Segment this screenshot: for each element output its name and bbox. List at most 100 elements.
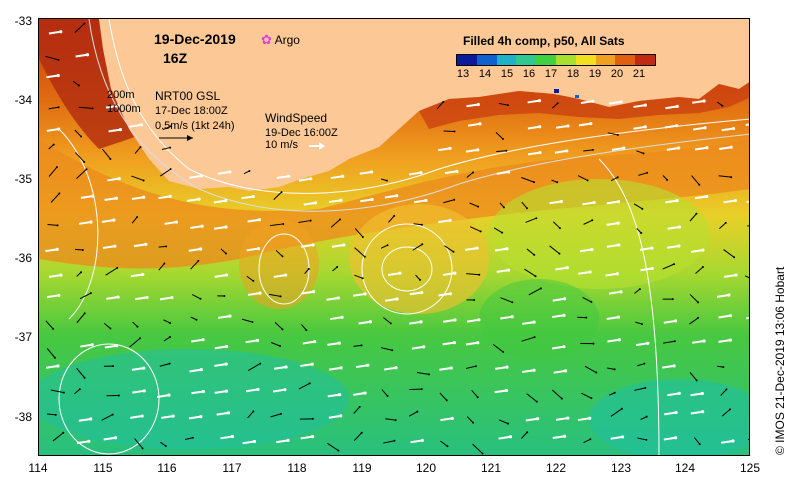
wind-arrow	[579, 248, 593, 253]
current-arrow	[192, 294, 201, 300]
wind-arrow	[130, 415, 143, 419]
wind-arrow-head	[224, 199, 228, 203]
wind-arrow-head	[339, 366, 343, 370]
wind-arrow-head	[114, 196, 118, 200]
current-arrow	[584, 365, 597, 373]
vector-arrows	[45, 22, 749, 455]
current-arrow	[549, 245, 560, 255]
wind-arrow	[607, 338, 620, 343]
wind-arrow-head	[674, 436, 678, 440]
wind-arrow	[442, 341, 455, 346]
current-arrow	[45, 320, 54, 330]
lon-tick-118: 118	[287, 461, 307, 475]
green-patch	[479, 279, 599, 359]
wind-arrow-head	[506, 268, 511, 272]
wind-arrow	[724, 274, 737, 278]
wind-arrow-head	[588, 270, 592, 274]
colorbar-tick: 16	[522, 68, 536, 80]
current-arrow-head	[279, 295, 282, 298]
wind-arrow-head	[478, 122, 482, 126]
current-arrow-head	[502, 206, 505, 209]
current-arrow-head	[616, 176, 619, 179]
current-arrow	[163, 336, 171, 342]
wind-arrow-head	[589, 122, 593, 126]
wind-arrow-head	[89, 417, 93, 421]
lon-tick-116: 116	[157, 461, 177, 475]
current-arrow-head	[502, 350, 505, 353]
current-arrow-head	[697, 301, 700, 304]
current-arrow	[500, 297, 513, 303]
wind-arrow-head	[588, 416, 592, 420]
current-arrow-head	[116, 266, 119, 269]
wind-arrow-head	[643, 103, 647, 107]
current-arrow	[134, 438, 143, 449]
colorbar-swatch	[496, 55, 517, 65]
wind-arrow-head	[733, 198, 737, 203]
current-arrow-head	[141, 447, 144, 450]
current-arrow-head	[640, 231, 643, 234]
wind-arrow	[527, 125, 540, 130]
wind-arrow	[188, 248, 201, 252]
current-arrow-head	[391, 349, 394, 352]
lat-tick-35: -35	[14, 172, 32, 186]
current-arrow	[184, 437, 194, 441]
current-arrow-head	[666, 178, 669, 181]
wind-arrow	[664, 124, 677, 129]
current-arrow-head	[642, 152, 645, 155]
current-arrow-head	[501, 138, 504, 141]
wind-arrow	[692, 100, 705, 104]
current-arrow-head	[311, 417, 314, 420]
wind-arrow	[328, 414, 341, 419]
wind-arrow-head	[617, 243, 621, 247]
wind-arrow-head	[419, 171, 423, 175]
current-arrow	[499, 202, 505, 208]
wind-arrow	[276, 175, 289, 179]
current-arrow-head	[724, 221, 727, 224]
wind-arrow-head	[532, 368, 536, 372]
current-arrow	[273, 191, 282, 200]
wind-arrow	[328, 199, 342, 204]
wind-arrow	[690, 410, 703, 415]
wind-arrow	[500, 315, 513, 320]
current-arrow	[719, 222, 727, 229]
current-arrow-head	[117, 394, 120, 397]
current-arrow	[274, 321, 283, 330]
wind-arrow-head	[615, 272, 619, 276]
wind-arrow-head	[142, 389, 146, 393]
current-arrow	[301, 324, 307, 331]
wind-arrow	[358, 320, 371, 325]
wind-arrow	[214, 390, 227, 394]
current-arrow	[190, 316, 197, 321]
current-arrow	[581, 392, 592, 399]
lat-tick-37: -37	[14, 330, 32, 344]
wind-arrow	[606, 222, 619, 226]
wind-arrow	[496, 170, 509, 175]
current-arrow-head	[419, 278, 422, 281]
current-arrow-head	[78, 388, 81, 391]
wind-arrow-head	[197, 197, 201, 201]
current-arrow-head	[80, 135, 83, 138]
current-arrow-head	[169, 146, 172, 149]
sla-contour	[381, 246, 433, 292]
current-arrow	[380, 244, 388, 249]
wind-arrow	[525, 417, 538, 422]
wind-arrow-head	[395, 194, 399, 198]
current-arrow	[243, 170, 250, 175]
lon-tick-122: 122	[545, 461, 567, 475]
wind-arrow-head	[650, 246, 654, 250]
wind-arrow-head	[174, 220, 179, 224]
wind-arrow	[191, 338, 204, 343]
wind-arrow	[272, 388, 286, 393]
wind-arrow	[131, 196, 144, 200]
current-arrow-head	[698, 443, 701, 446]
current-arrow-head	[252, 279, 255, 282]
sst-map[interactable]: 19-Dec-2019 16Z ✿ Argo 200m 1000m NRT00 …	[38, 18, 750, 456]
wind-arrow	[552, 435, 565, 440]
current-arrow-head	[556, 102, 559, 105]
wind-arrow	[467, 122, 481, 127]
current-arrow	[50, 389, 64, 394]
current-arrow	[220, 248, 227, 254]
lon-tick-115: 115	[93, 461, 113, 475]
current-arrow	[495, 132, 504, 140]
current-arrow-head	[169, 336, 172, 339]
